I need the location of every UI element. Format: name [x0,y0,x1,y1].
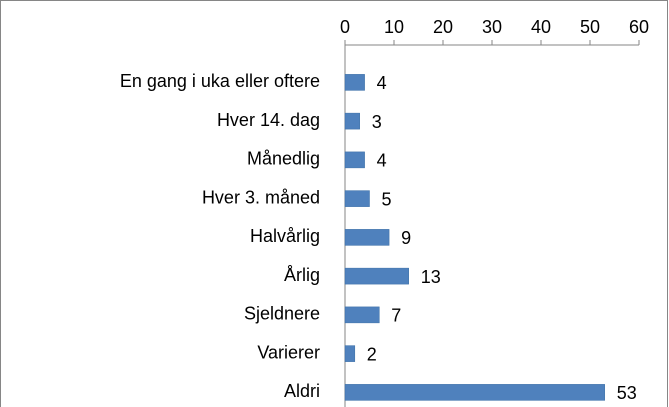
data-label: 7 [391,306,401,326]
bar [344,190,370,207]
x-tick-label: 50 [580,17,600,37]
x-tick-label: 0 [340,17,350,37]
x-tick-label: 10 [384,17,404,37]
y-tick-label: Sjeldnere [244,304,320,324]
data-label: 2 [367,344,377,364]
data-label: 3 [372,112,382,132]
data-label: 5 [382,189,392,209]
bar [344,384,605,401]
data-label: 9 [401,228,411,248]
y-tick-label: Varierer [257,342,320,362]
bar [344,74,365,91]
data-label: 4 [377,73,387,93]
y-tick-label: Månedlig [247,149,320,169]
y-tick-label: Hver 3. måned [202,187,320,207]
x-tick-label: 40 [531,17,551,37]
bar [344,229,390,246]
y-tick-label: En gang i uka eller oftere [120,71,320,91]
bar [344,306,380,324]
bar [344,151,365,169]
y-tick-label: Hver 14. dag [217,110,320,130]
bar [344,112,360,130]
bar [344,345,356,362]
x-tick-label: 60 [629,17,649,37]
x-tick-label: 30 [482,17,502,37]
y-tick-label: Halvårlig [250,226,320,246]
data-label: 4 [377,151,387,171]
data-label: 13 [421,267,441,287]
y-tick-label: Årlig [284,265,320,285]
y-tick-label: Aldri [284,381,320,401]
bar [344,267,409,285]
x-tick-label: 20 [433,17,453,37]
data-label: 53 [617,383,637,403]
